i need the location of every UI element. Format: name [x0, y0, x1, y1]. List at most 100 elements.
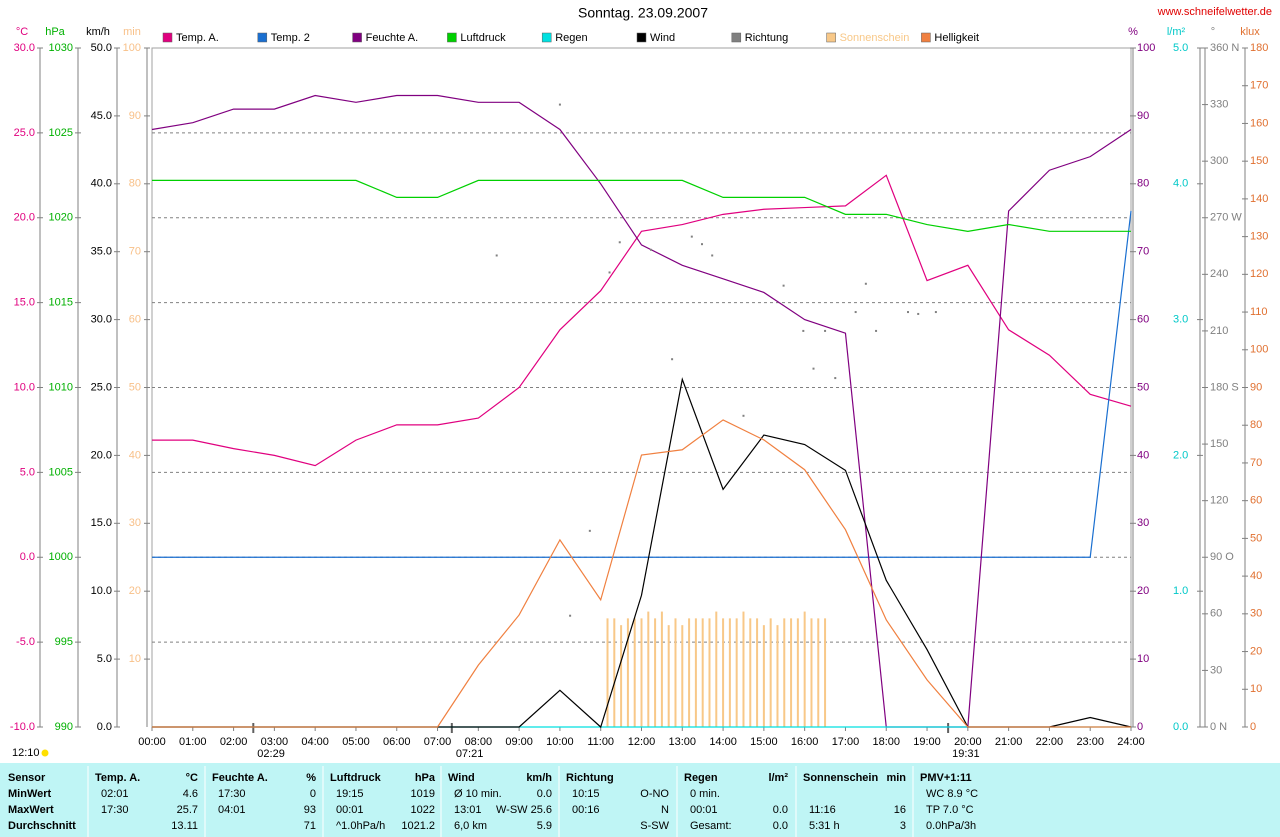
y-tick-label: 1010: [49, 381, 73, 393]
direction-dot: [907, 311, 910, 314]
table-cell: 10:15: [572, 788, 600, 800]
direction-dot: [824, 329, 827, 332]
table-cell: 0.0: [773, 820, 788, 832]
y-tick-label: 0.0: [1173, 721, 1188, 733]
y-tick-label: 0.0: [97, 721, 112, 733]
table-cell: 5.9: [537, 820, 552, 832]
y-tick-label: 3.0: [1173, 314, 1188, 326]
y-tick-label: 150: [1250, 155, 1268, 167]
y-tick-label: 10: [129, 653, 141, 665]
table-cell: TP 7.0 °C: [926, 804, 974, 816]
y-tick-label: 130: [1250, 231, 1268, 243]
x-tick-label: 06:00: [383, 736, 411, 748]
table-cell: 0.0: [537, 788, 552, 800]
table-header: Sensor: [8, 772, 46, 784]
direction-dot: [569, 614, 572, 617]
table-cell: 1019: [411, 788, 435, 800]
y-tick-label: 60: [1137, 314, 1149, 326]
table-cell: 17:30: [218, 788, 246, 800]
y-tick-label: 0: [1137, 721, 1143, 733]
legend-swatch: [731, 32, 742, 43]
legend-label: Richtung: [745, 32, 788, 44]
y-tick-label: 1015: [49, 297, 73, 309]
sunshine-bar: [613, 618, 616, 727]
sunshine-bar: [674, 618, 677, 727]
y-tick-label: 50: [1250, 532, 1262, 544]
annotation-label: 19:31: [952, 748, 980, 760]
y-tick-label: 0 N: [1210, 721, 1227, 733]
table-header: Regen: [684, 772, 718, 784]
sunshine-bar: [742, 611, 745, 727]
axis-title: °: [1211, 26, 1215, 38]
table-cell: 4.6: [183, 788, 198, 800]
direction-dot: [854, 311, 857, 314]
table-cell: 11:16: [809, 804, 836, 816]
y-tick-label: 40.0: [91, 178, 112, 190]
y-tick-label: 210: [1210, 325, 1228, 337]
direction-dot: [934, 311, 937, 314]
legend-label: Luftdruck: [460, 32, 506, 44]
sunshine-bar: [817, 618, 820, 727]
y-tick-label: 20: [1250, 645, 1262, 657]
table-cell: 04:01: [218, 804, 246, 816]
table-cell: 6,0 km: [454, 820, 487, 832]
axis-title: %: [1128, 26, 1138, 38]
direction-dot: [875, 329, 878, 332]
table-cell: 19:15: [336, 788, 364, 800]
sunshine-bar: [654, 618, 657, 727]
y-tick-label: 140: [1250, 193, 1268, 205]
series-line: [152, 210, 1132, 558]
y-tick-label: 110: [1250, 306, 1268, 318]
table-cell: 00:01: [336, 804, 364, 816]
day-length: 12:10: [12, 747, 40, 759]
y-tick-label: -10.0: [10, 721, 35, 733]
sunshine-bar: [749, 618, 752, 727]
x-tick-label: 21:00: [995, 736, 1023, 748]
table-header: Richtung: [566, 772, 614, 784]
direction-dot: [701, 243, 704, 246]
sunshine-bar: [728, 618, 731, 727]
y-tick-label: 1000: [49, 551, 73, 563]
sunshine-bar: [722, 618, 725, 727]
x-tick-label: 19:00: [913, 736, 941, 748]
y-tick-label: 4.0: [1173, 178, 1188, 190]
table-cell: Gesamt:: [690, 820, 732, 832]
legend-swatch: [826, 32, 836, 43]
table-cell: 02:01: [101, 788, 129, 800]
y-tick-label: 10: [1137, 653, 1149, 665]
y-tick-label: 300: [1210, 155, 1228, 167]
table-cell: 0.0hPa/3h: [926, 820, 976, 832]
sun-icon: [41, 749, 49, 757]
direction-dot: [690, 235, 693, 238]
y-tick-label: 20.0: [14, 212, 35, 224]
x-tick-label: 14:00: [709, 736, 737, 748]
x-tick-label: 08:00: [465, 736, 493, 748]
sunshine-bar: [640, 618, 643, 727]
table-cell: 17:30: [101, 804, 129, 816]
y-tick-label: 90: [1250, 381, 1262, 393]
direction-dot: [495, 254, 498, 257]
table-cell: 1022: [411, 804, 435, 816]
y-tick-label: 30: [1137, 517, 1149, 529]
direction-dot: [588, 529, 591, 532]
table-cell: ^1.0hPa/h: [336, 820, 385, 832]
legend-label: Sonnenschein: [840, 32, 910, 44]
y-tick-label: 1.0: [1173, 585, 1188, 597]
axis-title: °C: [16, 26, 28, 38]
x-tick-label: 17:00: [832, 736, 860, 748]
x-tick-label: 12:00: [628, 736, 656, 748]
y-tick-label: 0: [1250, 721, 1256, 733]
direction-dot: [671, 358, 674, 361]
direction-dot: [812, 367, 815, 370]
sunshine-bar: [626, 618, 629, 727]
legend-swatch: [352, 32, 362, 43]
sunshine-bar: [756, 618, 759, 727]
sunshine-bar: [701, 618, 704, 727]
sunshine-bar: [708, 618, 711, 727]
y-tick-label: 50: [129, 381, 141, 393]
sunshine-bar: [769, 618, 772, 727]
direction-dot: [864, 282, 867, 285]
y-tick-label: 90: [1137, 110, 1149, 122]
table-cell: 71: [304, 820, 316, 832]
